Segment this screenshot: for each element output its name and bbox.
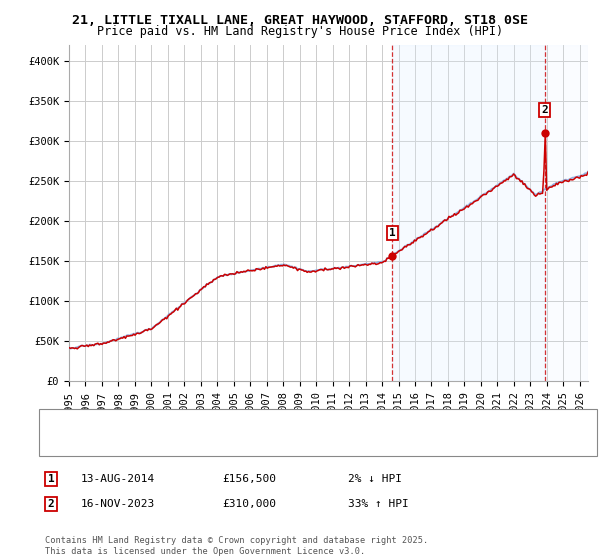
Text: 2: 2 (541, 105, 548, 115)
Text: —: — (54, 418, 62, 432)
Text: HPI: Average price, semi-detached house, Stafford: HPI: Average price, semi-detached house,… (72, 436, 378, 446)
Text: —: — (54, 433, 62, 447)
Text: 1: 1 (389, 228, 395, 238)
Text: £310,000: £310,000 (222, 499, 276, 509)
Text: £156,500: £156,500 (222, 474, 276, 484)
Bar (392, 45, 545, 381)
Text: 13-AUG-2014: 13-AUG-2014 (81, 474, 155, 484)
Bar (545, 45, 588, 381)
Text: 2% ↓ HPI: 2% ↓ HPI (348, 474, 402, 484)
Text: 33% ↑ HPI: 33% ↑ HPI (348, 499, 409, 509)
Text: Contains HM Land Registry data © Crown copyright and database right 2025.
This d: Contains HM Land Registry data © Crown c… (45, 536, 428, 556)
Text: 21, LITTLE TIXALL LANE, GREAT HAYWOOD, STAFFORD, ST18 0SE: 21, LITTLE TIXALL LANE, GREAT HAYWOOD, S… (72, 14, 528, 27)
Text: Price paid vs. HM Land Registry's House Price Index (HPI): Price paid vs. HM Land Registry's House … (97, 25, 503, 38)
Text: 16-NOV-2023: 16-NOV-2023 (81, 499, 155, 509)
Text: 2: 2 (47, 499, 55, 509)
Text: 1: 1 (47, 474, 55, 484)
Text: 21, LITTLE TIXALL LANE, GREAT HAYWOOD, STAFFORD, ST18 0SE (semi-detached house): 21, LITTLE TIXALL LANE, GREAT HAYWOOD, S… (72, 419, 566, 430)
